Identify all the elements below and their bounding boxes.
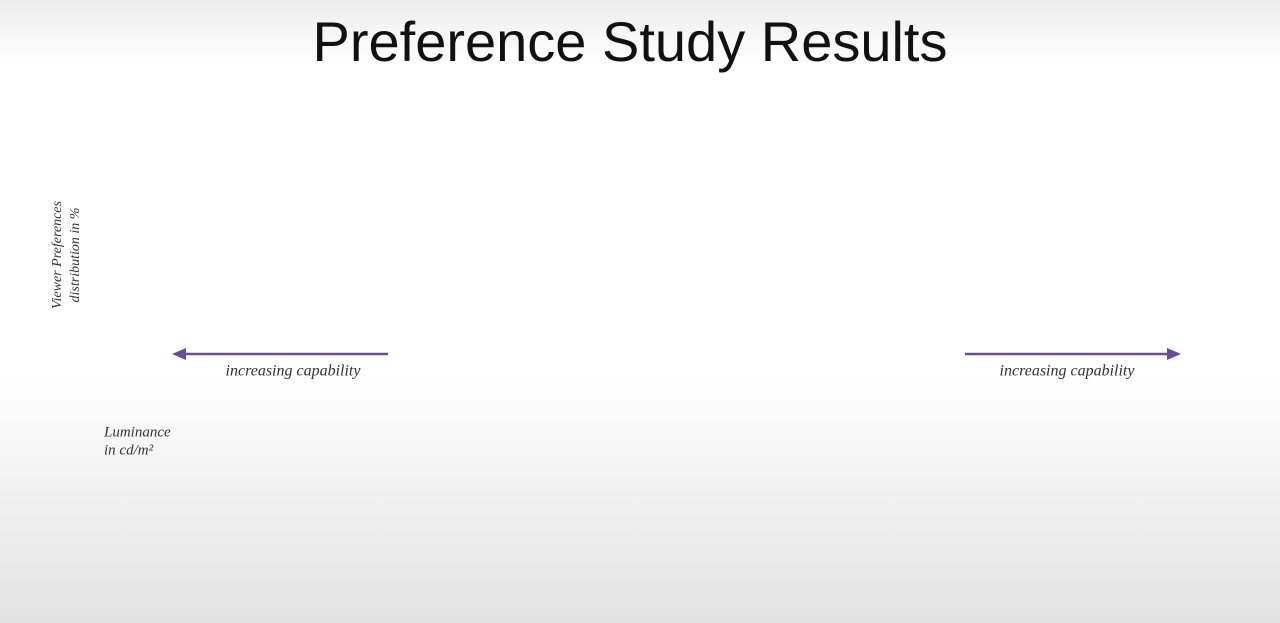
x-axis-label: in cd/m² xyxy=(104,442,154,458)
y-axis-label: Viewer Preferences xyxy=(50,200,65,308)
arrow-head xyxy=(172,348,186,360)
y-axis-label: distribution in % xyxy=(68,208,83,303)
slide-title: Preference Study Results xyxy=(313,10,948,73)
text-layer: Viewer Preferences distribution in % Lum… xyxy=(50,200,1181,458)
x-axis-label: Luminance xyxy=(103,424,171,440)
arrow-head xyxy=(1167,348,1181,360)
annotation: increasing capability xyxy=(226,363,362,380)
annotation: increasing capability xyxy=(1000,363,1136,380)
